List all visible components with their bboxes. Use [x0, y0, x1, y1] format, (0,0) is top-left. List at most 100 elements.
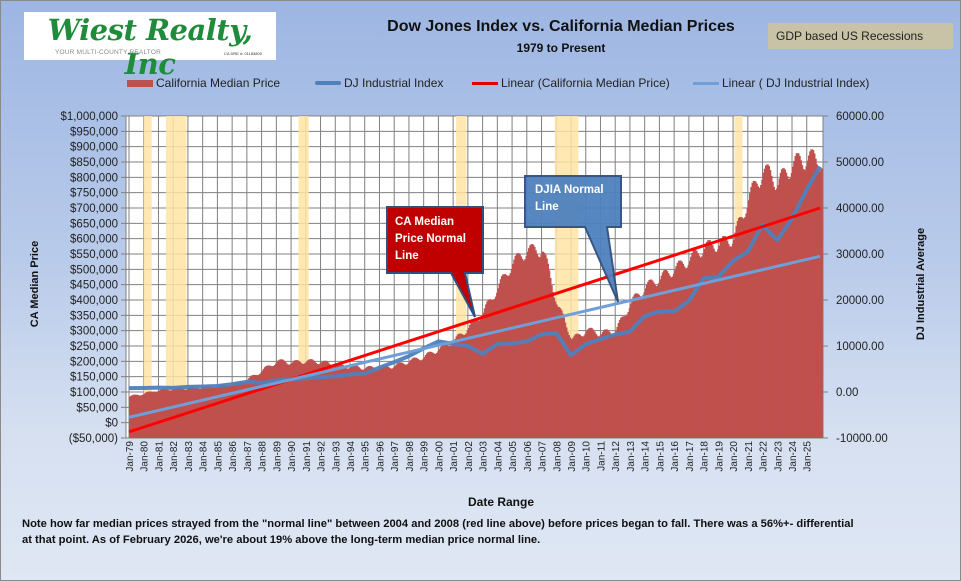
legend-label: California Median Price: [156, 76, 281, 90]
y2-tick-label: -10000.00: [836, 433, 888, 445]
y-tick-label: $250,000: [70, 341, 118, 353]
y-tick-label: $550,000: [70, 249, 118, 261]
legend-swatch-line: [472, 81, 498, 85]
x-tick-label: Jan-89: [272, 441, 283, 472]
x-tick-label: Jan-13: [626, 441, 637, 472]
y-tick-label: $200,000: [70, 356, 118, 368]
x-tick-label: Jan-23: [773, 441, 784, 472]
y-tick-label: $700,000: [70, 203, 118, 215]
legend-item-ca-trend: Linear (California Median Price): [472, 75, 670, 91]
callout-djia-normal-line: [524, 175, 622, 303]
y2-tick-label: 40000.00: [836, 203, 884, 215]
x-tick-label: Jan-20: [729, 441, 740, 472]
x-tick-label: Jan-96: [375, 441, 386, 472]
x-tick-label: Jan-03: [479, 441, 490, 472]
y-tick-label: $450,000: [70, 280, 118, 292]
y-tick-label: $500,000: [70, 264, 118, 276]
y-tick-label: $950,000: [70, 126, 118, 138]
x-tick-label: Jan-85: [213, 441, 224, 472]
legend-swatch-line: [693, 81, 719, 85]
legend-item-dj-trend: Linear ( DJ Industrial Index): [693, 75, 869, 91]
x-tick-label: Jan-86: [228, 441, 239, 472]
x-tick-label: Jan-02: [464, 441, 475, 472]
x-tick-label: Jan-83: [184, 441, 195, 472]
callout-ca-text: Line: [395, 250, 419, 262]
callout-ca-normal-line: [386, 206, 484, 318]
y-tick-label: ($50,000): [69, 433, 118, 445]
legend-label: Linear ( DJ Industrial Index): [722, 76, 870, 90]
x-tick-label: Jan-22: [759, 441, 770, 472]
footnote-line-2: at that point. As of February 2026, we'r…: [22, 534, 541, 546]
x-tick-label: Jan-97: [390, 441, 401, 472]
logo-name: Wiest Realty, Inc: [47, 13, 253, 81]
x-tick-label: Jan-88: [258, 441, 269, 472]
callout-djia-text: Line: [535, 201, 559, 213]
x-tick-label: Jan-15: [655, 441, 666, 472]
x-tick-label: Jan-18: [700, 441, 711, 472]
chart-title: Dow Jones Index vs. California Median Pr…: [387, 18, 735, 35]
x-tick-label: Jan-98: [405, 441, 416, 472]
x-tick-label: Jan-04: [493, 441, 504, 472]
y-tick-label: $100,000: [70, 387, 118, 399]
logo-tagline: YOUR MULTI-COUNTY REALTOR: [55, 49, 162, 56]
legend-swatch-bar: [127, 79, 153, 87]
x-tick-label: Jan-90: [287, 441, 298, 472]
y2-tick-label: 20000.00: [836, 295, 884, 307]
x-tick-label: Jan-94: [346, 441, 357, 472]
recession-band: [298, 116, 309, 438]
x-tick-label: Jan-82: [169, 441, 180, 472]
x-tick-label: Jan-24: [788, 441, 799, 472]
x-tick-label: Jan-81: [154, 441, 165, 472]
y2-tick-label: 60000.00: [836, 111, 884, 123]
trendline-ca-median-price: [128, 206, 821, 434]
x-tick-label: Jan-07: [538, 441, 549, 472]
x-tick-label: Jan-12: [611, 441, 622, 472]
x-tick-label: Jan-16: [670, 441, 681, 472]
x-tick-label: Jan-92: [317, 441, 328, 472]
legend-label: Linear (California Median Price): [501, 76, 670, 90]
legend-swatch-line: [315, 81, 341, 85]
x-tick-label: Jan-80: [140, 441, 151, 472]
trendline-dj-industrial-index: [128, 254, 821, 419]
x-tick-label: Jan-14: [641, 441, 652, 472]
x-axis-title: Date Range: [467, 495, 535, 509]
logo-license: CA DRE #: 01183800: [224, 51, 262, 56]
recession-band: [143, 116, 152, 438]
x-tick-label: Jan-10: [582, 441, 593, 472]
x-tick-label: Jan-91: [302, 441, 313, 472]
x-tick-label: Jan-00: [434, 441, 445, 472]
y-tick-label: $0: [105, 418, 118, 430]
x-tick-label: Jan-09: [567, 441, 578, 472]
y-tick-label: $400,000: [70, 295, 118, 307]
x-tick-label: Jan-93: [331, 441, 342, 472]
y-tick-label: $150,000: [70, 372, 118, 384]
y2-tick-label: 50000.00: [836, 157, 884, 169]
x-tick-label: Jan-79: [125, 441, 136, 472]
footnote: Note how far median prices strayed from …: [22, 516, 922, 548]
x-tick-label: Jan-95: [361, 441, 372, 472]
x-tick-label: Jan-08: [552, 441, 563, 472]
recession-band: [165, 116, 187, 438]
recession-legend-box: GDP based US Recessions: [768, 23, 953, 49]
callout-djia-text: DJIA Normal: [535, 184, 604, 196]
y-tick-label: $50,000: [76, 402, 118, 414]
x-tick-label: Jan-11: [596, 441, 607, 471]
y-tick-label: $800,000: [70, 172, 118, 184]
y-tick-label: $900,000: [70, 142, 118, 154]
y-tick-label: $350,000: [70, 310, 118, 322]
legend-item-dj-index: DJ Industrial Index: [315, 75, 443, 91]
chart-svg: $1,000,000 $950,000 $900,000 $850,000 $800,0…: [60, 111, 888, 472]
x-tick-label: Jan-87: [243, 441, 254, 472]
x-tick-label: Jan-21: [744, 441, 755, 472]
line-dj-industrial-index: [128, 165, 822, 391]
y2-tick-label: 30000.00: [836, 249, 884, 261]
x-tick-label: Jan-25: [803, 441, 814, 472]
company-logo: Wiest Realty, Inc YOUR MULTI-COUNTY REAL…: [24, 12, 276, 81]
x-tick-label: Jan-01: [449, 441, 460, 472]
x-tick-label: Jan-05: [508, 441, 519, 472]
x-tick-label: Jan-17: [685, 441, 696, 472]
legend-label: DJ Industrial Index: [344, 76, 444, 90]
y-tick-label: $850,000: [70, 157, 118, 169]
x-tick-label: Jan-84: [199, 441, 210, 472]
